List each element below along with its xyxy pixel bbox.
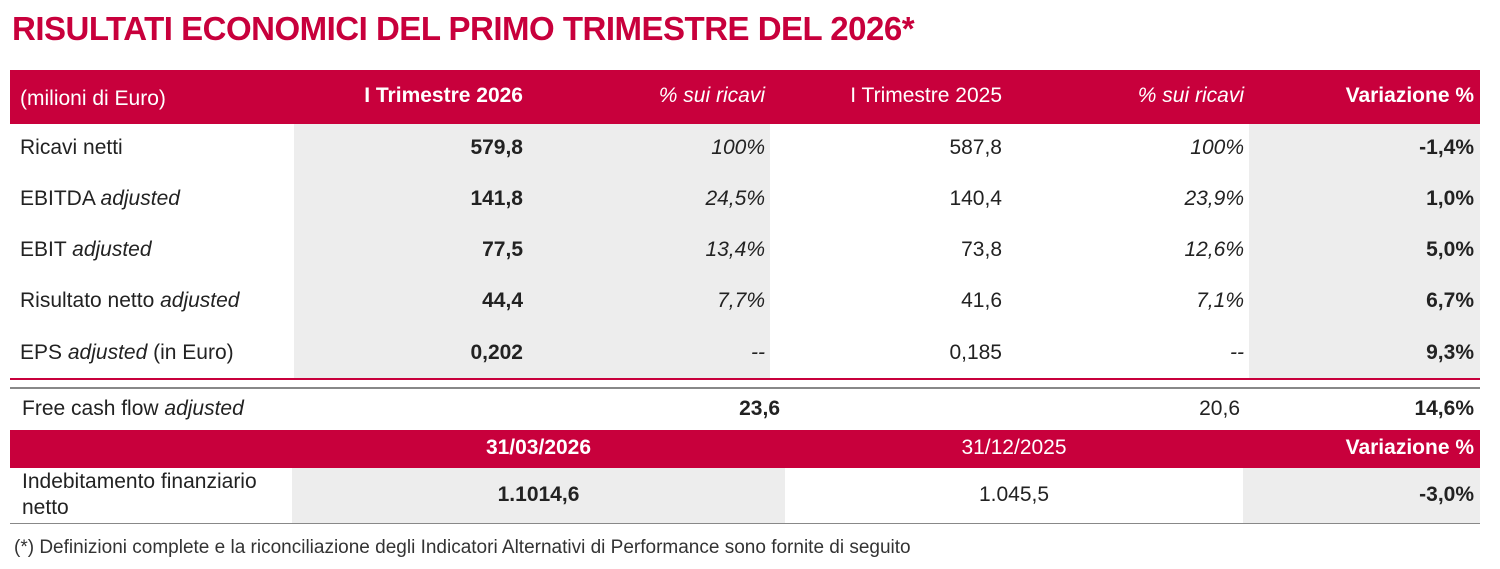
row-label: EBIT adjusted (20, 238, 152, 261)
debt-label: Indebitamento finanziario netto (22, 470, 257, 519)
cell-q2026: 77,5 (482, 238, 523, 261)
separator-accent (10, 378, 1480, 380)
header-pct2026: % sui ricavi (658, 84, 765, 107)
cell-q2025: 587,8 (949, 136, 1002, 159)
cell-pct2025: -- (1230, 341, 1244, 364)
shade-variation-column (1249, 124, 1480, 378)
cell-pct2026: 13,4% (705, 238, 765, 261)
cell-q2025: 0,185 (949, 341, 1002, 364)
debt-2025: 1.045,5 (978, 483, 1050, 506)
cell-variation: -1,4% (1419, 136, 1474, 159)
cell-q2025: 140,4 (949, 187, 1002, 210)
header-units: (milioni di Euro) (20, 87, 166, 110)
table-bottom-rule (10, 523, 1480, 524)
cell-variation: 6,7% (1426, 289, 1474, 312)
header-q2026: I Trimestre 2026 (364, 84, 523, 107)
cell-q2025: 41,6 (961, 289, 1002, 312)
header2-date2: 31/12/2025 (961, 436, 1067, 459)
cell-pct2025: 12,6% (1184, 238, 1244, 261)
table-header-bar (10, 70, 1480, 124)
cell-q2026: 141,8 (470, 187, 523, 210)
cell-pct2026: 100% (711, 136, 765, 159)
page-title: RISULTATI ECONOMICI DEL PRIMO TRIMESTRE … (12, 10, 915, 47)
fcf-label: Free cash flow adjusted (22, 397, 244, 420)
cell-pct2025: 100% (1190, 136, 1244, 159)
header2-variation: Variazione % (1345, 436, 1474, 459)
header-variation: Variazione % (1345, 84, 1474, 107)
cell-pct2026: 24,5% (705, 187, 765, 210)
cell-q2026: 579,8 (470, 136, 523, 159)
shade-2026-columns (294, 124, 770, 378)
fcf-2026: 23,6 (739, 397, 780, 420)
fcf-variation: 14,6% (1414, 397, 1474, 420)
cell-variation: 9,3% (1426, 341, 1474, 364)
row-label: EBITDA adjusted (20, 187, 180, 210)
cell-pct2026: -- (751, 341, 765, 364)
cell-q2025: 73,8 (961, 238, 1002, 261)
shade-t2-variation (1243, 468, 1480, 523)
cell-pct2025: 23,9% (1184, 187, 1244, 210)
header2-date1: 31/03/2026 (485, 436, 592, 459)
cell-variation: 1,0% (1426, 187, 1474, 210)
separator-grey (10, 387, 1480, 389)
cell-q2026: 44,4 (482, 289, 523, 312)
header-pct2025: % sui ricavi (1137, 84, 1244, 107)
debt-variation: -3,0% (1419, 483, 1474, 506)
cell-pct2026: 7,7% (717, 289, 765, 312)
cell-q2026: 0,202 (470, 341, 523, 364)
row-label: EPS adjusted (in Euro) (20, 341, 234, 364)
debt-2026: 1.1014,6 (497, 483, 580, 506)
cell-variation: 5,0% (1426, 238, 1474, 261)
table2-header-bar (10, 430, 1480, 468)
header-q2025: I Trimestre 2025 (850, 84, 1002, 107)
row-label: Ricavi netti (20, 136, 123, 159)
fcf-2025: 20,6 (1199, 397, 1240, 420)
shade-t2-col1 (292, 468, 785, 523)
row-label: Risultato netto adjusted (20, 289, 240, 312)
cell-pct2025: 7,1% (1196, 289, 1244, 312)
footnote: (*) Definizioni complete e la riconcilia… (14, 537, 911, 558)
